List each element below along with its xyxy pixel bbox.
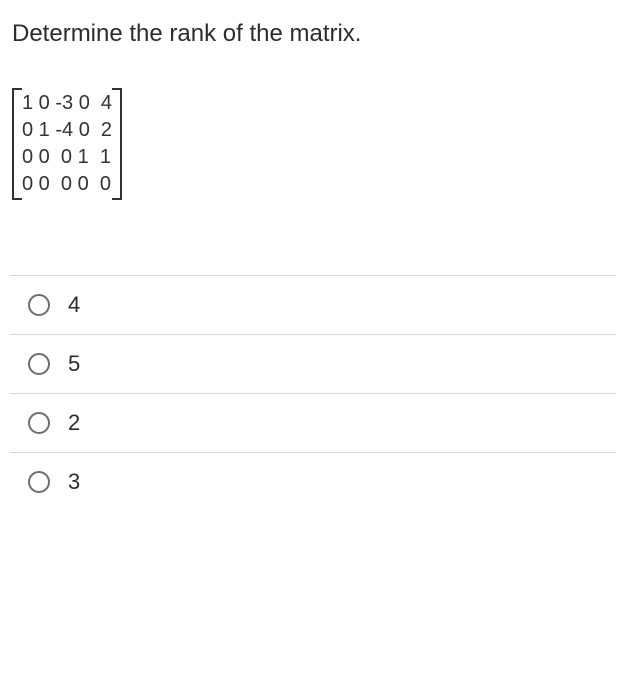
matrix-right-bracket — [114, 88, 122, 200]
radio-icon[interactable] — [28, 412, 50, 434]
radio-icon[interactable] — [28, 471, 50, 493]
option-row[interactable]: 2 — [10, 393, 616, 452]
matrix-body: 1 0 -3 0 4 0 1 -4 0 2 0 0 0 1 1 0 0 0 0 … — [20, 88, 114, 200]
matrix-row: 0 0 0 0 0 — [22, 171, 112, 198]
matrix-row: 1 0 -3 0 4 — [22, 90, 112, 117]
option-label: 3 — [68, 469, 80, 495]
option-label: 4 — [68, 292, 80, 318]
option-label: 2 — [68, 410, 80, 436]
radio-icon[interactable] — [28, 294, 50, 316]
option-row[interactable]: 3 — [10, 452, 616, 511]
option-row[interactable]: 4 — [10, 275, 616, 334]
question-container: Determine the rank of the matrix. 1 0 -3… — [0, 0, 626, 521]
matrix-row: 0 0 0 1 1 — [22, 144, 112, 171]
options-list: 4 5 2 3 — [10, 275, 616, 511]
matrix-left-bracket — [12, 88, 20, 200]
option-row[interactable]: 5 — [10, 334, 616, 393]
option-label: 5 — [68, 351, 80, 377]
matrix: 1 0 -3 0 4 0 1 -4 0 2 0 0 0 1 1 0 0 0 0 … — [12, 88, 122, 200]
matrix-block: 1 0 -3 0 4 0 1 -4 0 2 0 0 0 1 1 0 0 0 0 … — [10, 88, 616, 205]
matrix-row: 0 1 -4 0 2 — [22, 117, 112, 144]
question-text: Determine the rank of the matrix. — [10, 20, 616, 48]
radio-icon[interactable] — [28, 353, 50, 375]
